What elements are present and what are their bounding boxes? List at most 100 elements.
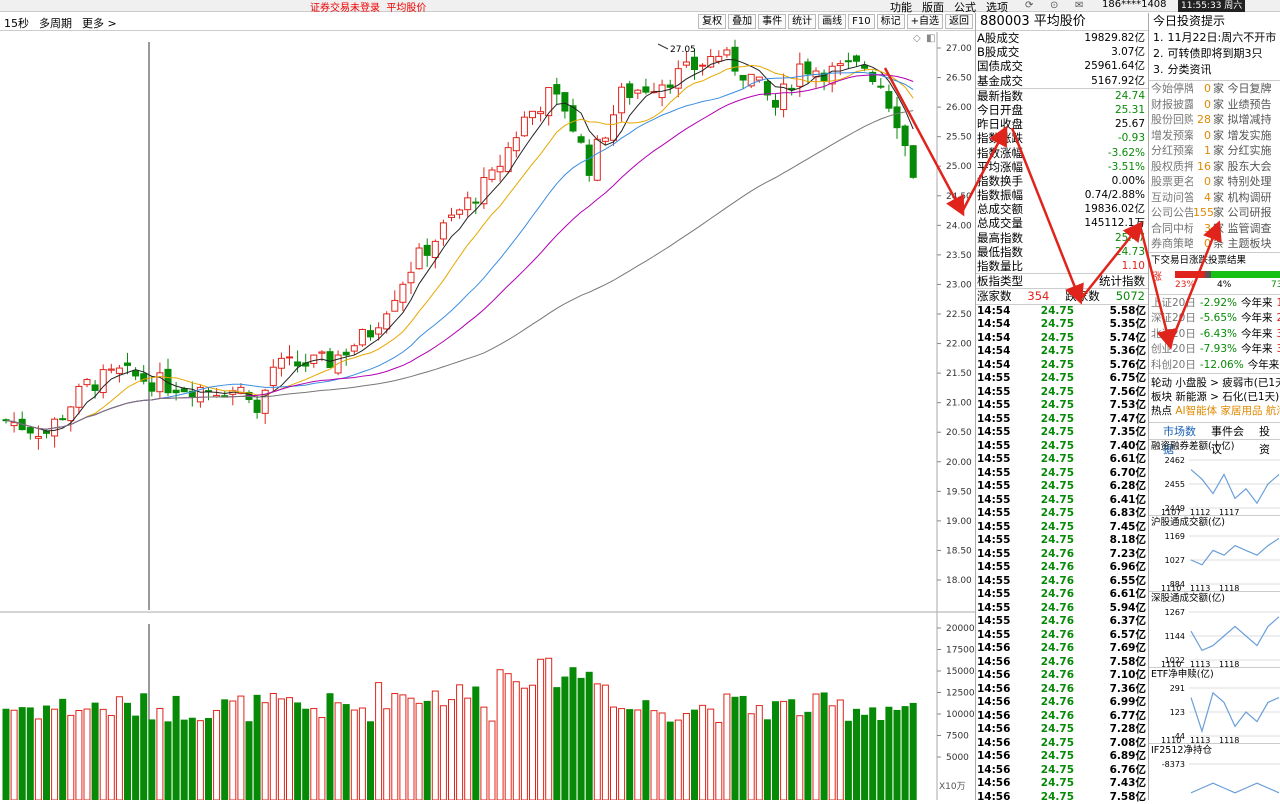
menu-options[interactable]: 选项 bbox=[986, 1, 1008, 14]
tick-row: 14:56 24.76 7.58亿 bbox=[976, 656, 1148, 670]
tab-events[interactable]: 事件会议 bbox=[1211, 425, 1244, 456]
tip-text[interactable]: 可转债即将到期3只 bbox=[1167, 47, 1263, 60]
hot-row[interactable]: 热点 AI智能体 家居用品 航海 bbox=[1151, 404, 1280, 418]
tip-item[interactable]: 1. 11月22日:周六不开市 bbox=[1149, 30, 1280, 46]
sector-text[interactable]: 板块 新能源 > 石化(已1天) bbox=[1151, 391, 1280, 403]
login-status[interactable]: 证券交易未登录 bbox=[310, 3, 380, 14]
rotation-text[interactable]: 轮动 小盘股 > 疲弱市(已1天 bbox=[1151, 377, 1280, 389]
candle-body bbox=[464, 197, 472, 211]
info-label[interactable]: 分红预案 bbox=[1151, 144, 1193, 157]
board-type-row: 板指类型 统计指数 bbox=[976, 274, 1148, 288]
info-label[interactable]: 股份回购 bbox=[1151, 113, 1193, 126]
info-count[interactable]: 0 bbox=[1204, 237, 1211, 250]
mini-chart[interactable]: IF2512净持仓 -8373-10369 bbox=[1149, 744, 1280, 800]
mini-chart[interactable]: 深股通成交额(亿) 1267 1144 1022 1110 1113 1118 bbox=[1149, 592, 1280, 668]
info-label-2[interactable]: 家 公司研报 bbox=[1213, 206, 1272, 219]
diamond-icon[interactable]: ◇ bbox=[913, 33, 921, 44]
candle-body bbox=[909, 145, 917, 178]
mail-icon[interactable]: ✉ bbox=[1075, 0, 1084, 11]
add-watchlist-button[interactable]: +自选 bbox=[906, 14, 943, 29]
volume-bar bbox=[480, 706, 488, 800]
volume-tick: 7500 bbox=[946, 732, 969, 742]
menu-function[interactable]: 功能 bbox=[890, 1, 912, 14]
index-row[interactable]: 创业20日-7.93%今年来 3 bbox=[1149, 342, 1280, 358]
index-row[interactable]: 科创20日-12.06%今年来3 bbox=[1149, 358, 1280, 374]
info-label-2[interactable]: 家 业绩预告 bbox=[1213, 97, 1272, 111]
info-label[interactable]: 合同中标 bbox=[1151, 221, 1193, 235]
tab-invest[interactable]: 投资 bbox=[1259, 425, 1270, 456]
overlay-button[interactable]: 叠加 bbox=[728, 14, 757, 29]
price-tick: 21.00 bbox=[946, 399, 972, 409]
tick-time: 14:55 bbox=[977, 385, 1011, 398]
event-button[interactable]: 事件 bbox=[758, 14, 787, 29]
period-selector[interactable]: 15秒 bbox=[4, 17, 29, 30]
refresh-icon[interactable]: ⟳ bbox=[1025, 0, 1034, 11]
info-label-2[interactable]: 家 监管调查 bbox=[1213, 221, 1272, 235]
info-label[interactable]: 公司公告 bbox=[1151, 206, 1193, 219]
tab-market-data[interactable]: 市场数据 bbox=[1163, 425, 1196, 456]
link-icon[interactable]: ⊙ bbox=[1050, 0, 1059, 11]
login-warning[interactable]: 证券交易未登录 平均股价 bbox=[310, 0, 426, 14]
index-stat-row: 平均涨幅 -3.51% bbox=[976, 160, 1148, 174]
info-label[interactable]: 股权质押 bbox=[1151, 159, 1193, 173]
volume-bar bbox=[537, 658, 545, 800]
info-label[interactable]: 券商策略 bbox=[1151, 237, 1193, 250]
tip-item[interactable]: 2. 可转债即将到期3只 bbox=[1149, 46, 1280, 62]
candle-body bbox=[383, 313, 391, 330]
hot-topics[interactable]: AI智能体 家居用品 航海 bbox=[1175, 405, 1280, 417]
menu-formula[interactable]: 公式 bbox=[954, 1, 976, 14]
info-count[interactable]: 4 bbox=[1204, 190, 1211, 204]
info-label-2[interactable]: 家 股东大会 bbox=[1213, 159, 1272, 173]
info-label[interactable]: 互动问答 bbox=[1151, 190, 1193, 204]
tip-text[interactable]: 11月22日:周六不开市 bbox=[1167, 31, 1277, 44]
info-count[interactable]: 3 bbox=[1204, 221, 1211, 235]
more-button[interactable]: 更多 > bbox=[82, 17, 117, 30]
user-account[interactable]: 186****1408 bbox=[1102, 0, 1167, 10]
mini-chart[interactable]: 沪股通成交额(亿) 1169 1027 884 1110 1113 1118 bbox=[1149, 516, 1280, 592]
info-count[interactable]: 0 bbox=[1204, 97, 1211, 111]
tick-list[interactable]: 14:54 24.75 5.58亿 14:54 24.75 5.35亿 14:54 24.75… bbox=[976, 305, 1148, 804]
info-label-2[interactable]: 家 特别处理 bbox=[1213, 175, 1272, 188]
kline-chart[interactable]: ◇ ◧ 27.0026.5026.0025.5025.0024.5024.002… bbox=[0, 32, 975, 800]
info-grid: 今始停牌 0 家 今日复牌 财报披露 0 家 业绩预告 股份回购 28 家 拟增减持 增发预案 0 家… bbox=[1149, 81, 1280, 252]
tip-item[interactable]: 3. 分类资讯 bbox=[1149, 62, 1280, 78]
mini-chart[interactable]: ETF净申赎(亿) 291 123 -44 1110 1113 1118 bbox=[1149, 668, 1280, 744]
vote-bar[interactable]: 涨 23% 4% 73 bbox=[1149, 268, 1280, 294]
menu-layout[interactable]: 版面 bbox=[922, 1, 944, 14]
info-count[interactable]: 28 bbox=[1197, 113, 1211, 126]
f10-button[interactable]: F10 bbox=[848, 14, 875, 29]
info-label[interactable]: 财报披露 bbox=[1151, 97, 1193, 111]
candle-body bbox=[261, 389, 269, 414]
info-count[interactable]: 0 bbox=[1204, 175, 1211, 188]
info-label[interactable]: 增发预案 bbox=[1151, 128, 1193, 142]
info-label-2[interactable]: 家 拟增减持 bbox=[1213, 113, 1272, 126]
index-row[interactable]: 上证20日-2.92%今年来 1 bbox=[1149, 296, 1280, 312]
info-label-2[interactable]: 家 今日复牌 bbox=[1213, 82, 1272, 95]
info-count[interactable]: 0 bbox=[1204, 82, 1211, 95]
info-count[interactable]: 1 bbox=[1204, 144, 1211, 157]
volume-bar bbox=[415, 702, 423, 800]
mini-chart[interactable]: 融资融券差额(十亿) 2462 2455 2449 1107 1112 1117 bbox=[1149, 440, 1280, 516]
multi-period-button[interactable]: 多周期 bbox=[39, 17, 72, 30]
adjust-button[interactable]: 复权 bbox=[698, 14, 727, 29]
info-label-2[interactable]: 条 主题板块 bbox=[1213, 237, 1272, 250]
mark-button[interactable]: 标记 bbox=[876, 14, 905, 29]
info-label-2[interactable]: 家 分红实施 bbox=[1213, 144, 1272, 157]
info-label-2[interactable]: 家 增发实施 bbox=[1213, 128, 1272, 142]
volume-axis: 20000 17500 15000 12500 10000 7500 5000 bbox=[937, 624, 975, 763]
stats-button[interactable]: 统计 bbox=[788, 14, 817, 29]
info-count[interactable]: 0 bbox=[1204, 128, 1211, 142]
index-row[interactable]: 北证20日-6.43%今年来 3 bbox=[1149, 327, 1280, 343]
draw-button[interactable]: 画线 bbox=[818, 14, 847, 29]
info-count[interactable]: 155 bbox=[1193, 206, 1213, 219]
collapse-icon[interactable]: ◧ bbox=[926, 33, 935, 44]
back-button[interactable]: 返回 bbox=[945, 14, 973, 29]
title-link[interactable]: 平均股价 bbox=[386, 3, 427, 14]
info-count[interactable]: 16 bbox=[1197, 159, 1211, 173]
volume-bar bbox=[520, 687, 528, 800]
index-row[interactable]: 深证20日-5.65%今年来 2 bbox=[1149, 311, 1280, 327]
info-label-2[interactable]: 家 机构调研 bbox=[1213, 190, 1272, 204]
info-label[interactable]: 今始停牌 bbox=[1151, 82, 1193, 95]
info-label[interactable]: 股票更名 bbox=[1151, 175, 1193, 188]
tip-text[interactable]: 分类资讯 bbox=[1167, 63, 1212, 76]
